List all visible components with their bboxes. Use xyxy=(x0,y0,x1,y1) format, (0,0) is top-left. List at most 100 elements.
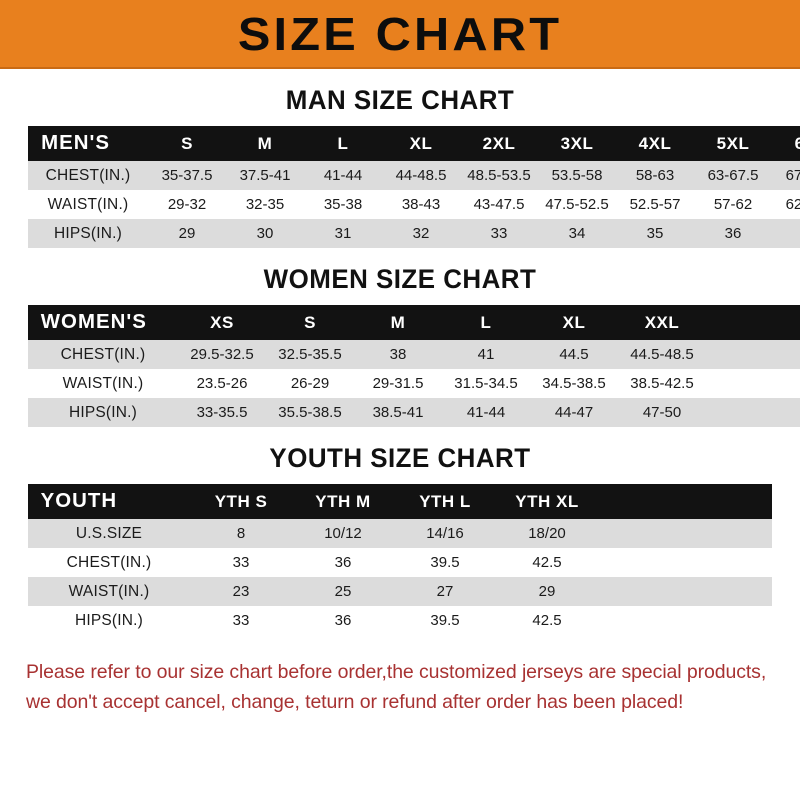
youth-cell-spacer xyxy=(598,548,772,577)
table-row: HIPS(IN.) 29 30 31 32 33 34 35 36 37 xyxy=(28,219,800,248)
youth-row-label: WAIST(IN.) xyxy=(68,582,150,600)
man-col-header: 4XL xyxy=(638,133,672,153)
youth-header-spacer xyxy=(598,484,772,519)
man-col-header: XL xyxy=(409,133,433,153)
table-row: WAIST(IN.) 23.5-26 26-29 29-31.5 31.5-34… xyxy=(28,369,800,398)
women-size-table: WOMEN'S XS S M L XL XXL CHEST(IN.) 29.5-… xyxy=(28,305,800,427)
youth-cell: 23 xyxy=(232,583,250,600)
man-cell: 30 xyxy=(256,225,274,242)
man-cell: 35 xyxy=(646,225,664,242)
man-cell: 36 xyxy=(724,225,742,242)
man-cell: 32-35 xyxy=(245,196,285,213)
youth-cell: 39.5 xyxy=(430,554,460,571)
man-cell: 32 xyxy=(412,225,430,242)
man-cell: 33 xyxy=(490,225,508,242)
youth-table-header-row: YOUTH YTH S YTH M YTH L YTH XL xyxy=(28,484,772,519)
footer-line-1: Please refer to our size chart before or… xyxy=(26,661,767,683)
youth-cell: 39.5 xyxy=(430,612,460,629)
youth-cell: 18/20 xyxy=(528,525,566,542)
man-cell: 35-38 xyxy=(323,196,363,213)
man-row-label: CHEST(IN.) xyxy=(45,166,131,184)
man-row-label: HIPS(IN.) xyxy=(53,224,123,242)
man-size-table: MEN'S S M L XL 2XL 3XL 4XL 5XL 6XL CHEST… xyxy=(28,126,800,248)
women-size-chart-wrapper: WOMEN'S XS S M L XL XXL CHEST(IN.) 29.5-… xyxy=(28,305,800,427)
man-cell: 41-44 xyxy=(323,167,363,184)
section-title-man: MAN SIZE CHART xyxy=(285,85,515,115)
women-col-header: XL xyxy=(562,312,586,332)
women-cell: 32.5-35.5 xyxy=(278,346,342,363)
page-title: SIZE CHART xyxy=(237,7,563,60)
youth-cell: 42.5 xyxy=(532,554,562,571)
man-cell: 52.5-57 xyxy=(629,196,681,213)
page-header-banner: SIZE CHART xyxy=(0,0,800,69)
women-col-header: XXL xyxy=(644,312,680,332)
women-cell-spacer xyxy=(706,340,800,369)
women-cell: 34.5-38.5 xyxy=(542,375,606,392)
women-cell: 29.5-32.5 xyxy=(190,346,254,363)
women-col-header: XS xyxy=(210,312,234,332)
women-cell: 41-44 xyxy=(466,404,506,421)
youth-size-table: YOUTH YTH S YTH M YTH L YTH XL U.S.SIZE … xyxy=(28,484,772,635)
man-cell: 57-62 xyxy=(713,196,753,213)
youth-cell: 33 xyxy=(232,554,250,571)
women-cell: 33-35.5 xyxy=(196,404,248,421)
section-title-women: WOMEN SIZE CHART xyxy=(263,264,537,294)
youth-corner-label: YOUTH xyxy=(40,490,118,512)
women-cell: 23.5-26 xyxy=(196,375,248,392)
women-cell: 38.5-41 xyxy=(372,404,424,421)
table-row: CHEST(IN.) 29.5-32.5 32.5-35.5 38 41 44.… xyxy=(28,340,800,369)
youth-cell: 42.5 xyxy=(532,612,562,629)
women-col-header: M xyxy=(390,312,406,332)
youth-col-header: YTH M xyxy=(315,491,371,511)
table-row: HIPS(IN.) 33 36 39.5 42.5 xyxy=(28,606,772,635)
women-cell: 29-31.5 xyxy=(372,375,424,392)
man-cell: 47.5-52.5 xyxy=(545,196,609,213)
women-cell: 44.5 xyxy=(559,346,589,363)
women-cell: 41 xyxy=(477,346,495,363)
youth-cell: 27 xyxy=(436,583,454,600)
youth-cell-spacer xyxy=(598,606,772,635)
footer-line-2: we don't accept cancel, change, teturn o… xyxy=(26,691,684,714)
man-cell: 44-48.5 xyxy=(395,167,447,184)
women-table-header-row: WOMEN'S XS S M L XL XXL xyxy=(28,305,800,340)
man-col-header: S xyxy=(181,133,193,153)
youth-cell-spacer xyxy=(598,519,772,548)
youth-col-header: YTH S xyxy=(214,491,268,511)
man-col-header: 3XL xyxy=(560,133,594,153)
table-row: HIPS(IN.) 33-35.5 35.5-38.5 38.5-41 41-4… xyxy=(28,398,800,427)
youth-cell-spacer xyxy=(598,577,772,606)
man-cell: 62-66.5 xyxy=(785,196,800,213)
section-title-youth: YOUTH SIZE CHART xyxy=(269,443,531,473)
man-cell: 58-63 xyxy=(635,167,675,184)
women-corner-label: WOMEN'S xyxy=(40,311,147,333)
youth-row-label: U.S.SIZE xyxy=(75,524,143,542)
women-cell: 26-29 xyxy=(290,375,330,392)
man-cell: 29-32 xyxy=(167,196,207,213)
youth-cell: 33 xyxy=(232,612,250,629)
women-cell: 38.5-42.5 xyxy=(630,375,694,392)
table-row: WAIST(IN.) 29-32 32-35 35-38 38-43 43-47… xyxy=(28,190,800,219)
women-cell: 31.5-34.5 xyxy=(454,375,518,392)
man-size-chart-wrapper: MEN'S S M L XL 2XL 3XL 4XL 5XL 6XL CHEST… xyxy=(28,126,800,248)
man-col-header: 6XL xyxy=(794,133,800,153)
man-cell: 53.5-58 xyxy=(551,167,603,184)
man-cell: 63-67.5 xyxy=(707,167,759,184)
youth-row-label: CHEST(IN.) xyxy=(66,553,152,571)
youth-size-chart-wrapper: YOUTH YTH S YTH M YTH L YTH XL U.S.SIZE … xyxy=(28,484,772,635)
youth-cell: 14/16 xyxy=(426,525,464,542)
man-cell: 37 xyxy=(772,219,800,248)
man-row-label: WAIST(IN.) xyxy=(47,195,129,213)
youth-col-header: YTH XL xyxy=(515,491,579,511)
women-cell: 44-47 xyxy=(554,404,594,421)
man-col-header: 5XL xyxy=(716,133,750,153)
table-row: U.S.SIZE 8 10/12 14/16 18/20 xyxy=(28,519,772,548)
women-header-spacer xyxy=(706,305,800,340)
man-corner-label: MEN'S xyxy=(41,132,110,154)
man-cell: 48.5-53.5 xyxy=(467,167,531,184)
youth-cell: 36 xyxy=(334,612,352,629)
table-row: CHEST(IN.) 35-37.5 37.5-41 41-44 44-48.5… xyxy=(28,161,800,190)
man-cell: 29 xyxy=(178,225,196,242)
youth-cell: 8 xyxy=(236,525,246,542)
man-cell: 37.5-41 xyxy=(239,167,291,184)
footer-disclaimer: Please refer to our size chart before or… xyxy=(26,657,774,717)
